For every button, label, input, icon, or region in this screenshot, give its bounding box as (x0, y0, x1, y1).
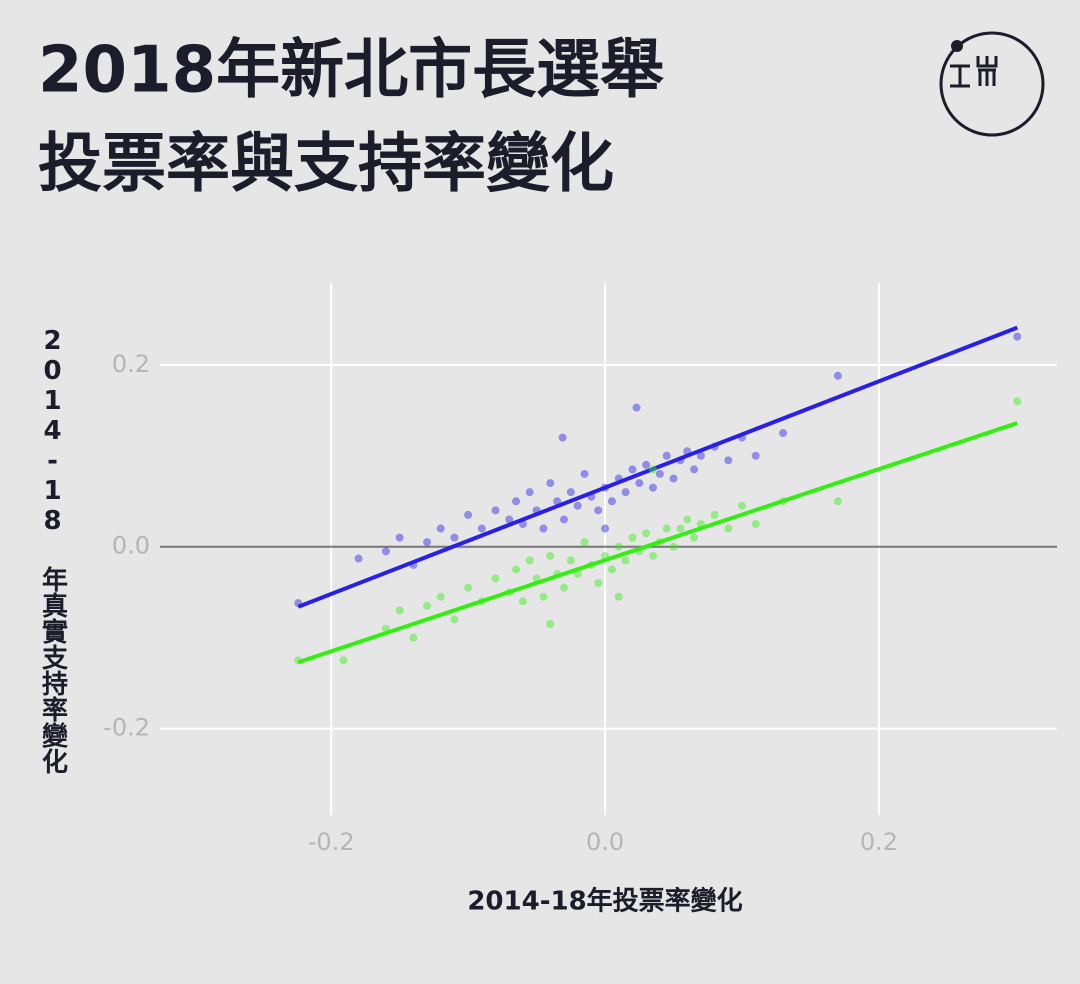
point (649, 483, 658, 492)
point (662, 524, 671, 533)
point (696, 451, 705, 460)
point (642, 460, 651, 469)
point (477, 524, 486, 533)
point (580, 538, 589, 547)
point (553, 497, 562, 506)
point (642, 529, 651, 538)
point (635, 479, 644, 488)
point (1013, 397, 1022, 406)
point (395, 606, 404, 615)
point (594, 506, 603, 515)
point (395, 533, 404, 542)
point (525, 556, 534, 565)
point (464, 583, 473, 592)
point (558, 433, 567, 442)
point (833, 497, 842, 506)
point (621, 488, 630, 497)
x-tick-label: 0.2 (860, 828, 898, 856)
point (450, 533, 459, 542)
point (339, 656, 348, 665)
point (628, 465, 637, 474)
point (436, 592, 445, 601)
point (423, 538, 432, 547)
point (724, 524, 733, 533)
point (751, 519, 760, 528)
point (833, 371, 842, 380)
point (614, 592, 623, 601)
x-tick-label: 0.0 (586, 828, 624, 856)
point (601, 524, 610, 533)
point (614, 542, 623, 551)
point (724, 456, 733, 465)
point (423, 601, 432, 610)
point (518, 597, 527, 606)
point (450, 615, 459, 624)
point (546, 620, 555, 629)
title-line: 2018年新北市長選舉 (38, 34, 664, 108)
point (559, 515, 568, 524)
point (632, 403, 641, 412)
point (566, 556, 575, 565)
point (594, 579, 603, 588)
point (649, 465, 658, 474)
point (649, 551, 658, 560)
point (669, 542, 678, 551)
point (505, 515, 514, 524)
point (1013, 332, 1022, 341)
point (669, 474, 678, 483)
point (546, 479, 555, 488)
point (690, 465, 699, 474)
point (539, 524, 548, 533)
point (628, 533, 637, 542)
point (738, 501, 747, 510)
point (573, 501, 582, 510)
point (683, 515, 692, 524)
y-tick-label: 0.0 (112, 532, 150, 560)
point (436, 524, 445, 533)
y-tick-label: 0.2 (112, 350, 150, 378)
point (491, 574, 500, 583)
point (512, 565, 521, 574)
point (751, 451, 760, 460)
point (710, 510, 719, 519)
point (676, 524, 685, 533)
point (525, 488, 534, 497)
point (655, 469, 664, 478)
point (690, 533, 699, 542)
x-axis-label: 2014-18年投票率變化 (467, 886, 742, 917)
point (539, 592, 548, 601)
logo (939, 31, 1045, 137)
point (559, 583, 568, 592)
y-axis-label: 2014-18 年真實支持率變化 (38, 326, 68, 774)
point (621, 556, 630, 565)
point (354, 554, 363, 563)
y-tick-label: -0.2 (103, 714, 150, 742)
fit-line (297, 421, 1018, 665)
title-line: 投票率與支持率變化 (38, 128, 614, 202)
point (779, 429, 788, 438)
point (566, 488, 575, 497)
point (491, 506, 500, 515)
point (580, 469, 589, 478)
x-tick-label: -0.2 (308, 828, 355, 856)
fit-line (297, 325, 1019, 609)
point (607, 497, 616, 506)
point (607, 565, 616, 574)
point (381, 547, 390, 556)
point (662, 451, 671, 460)
point (512, 497, 521, 506)
point (464, 510, 473, 519)
point (409, 633, 418, 642)
point (546, 551, 555, 560)
